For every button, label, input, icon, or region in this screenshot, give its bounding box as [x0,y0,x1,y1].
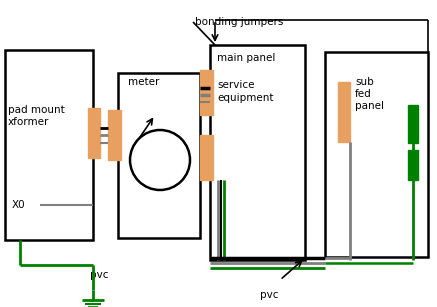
Bar [338,82,350,142]
Bar [5,50,93,240]
Bar [408,150,418,180]
Text: panel: panel [355,101,384,111]
Text: xformer: xformer [8,117,49,127]
Text: service: service [217,80,254,90]
Text: bonding jumpers: bonding jumpers [195,17,283,27]
Bar [210,45,305,260]
Text: sub: sub [355,77,374,87]
Text: pvc: pvc [90,270,108,280]
Bar [325,52,428,257]
Bar [118,73,200,238]
Text: meter: meter [128,77,160,87]
Text: main panel: main panel [217,53,275,63]
Bar [108,110,121,160]
Bar [200,70,213,115]
Text: X0: X0 [12,200,26,210]
Text: equipment: equipment [217,93,274,103]
Text: pad mount: pad mount [8,105,65,115]
Bar [408,105,418,143]
Text: fed: fed [355,89,372,99]
Bar [88,108,100,158]
Bar [200,135,213,180]
Text: pvc: pvc [260,290,278,300]
